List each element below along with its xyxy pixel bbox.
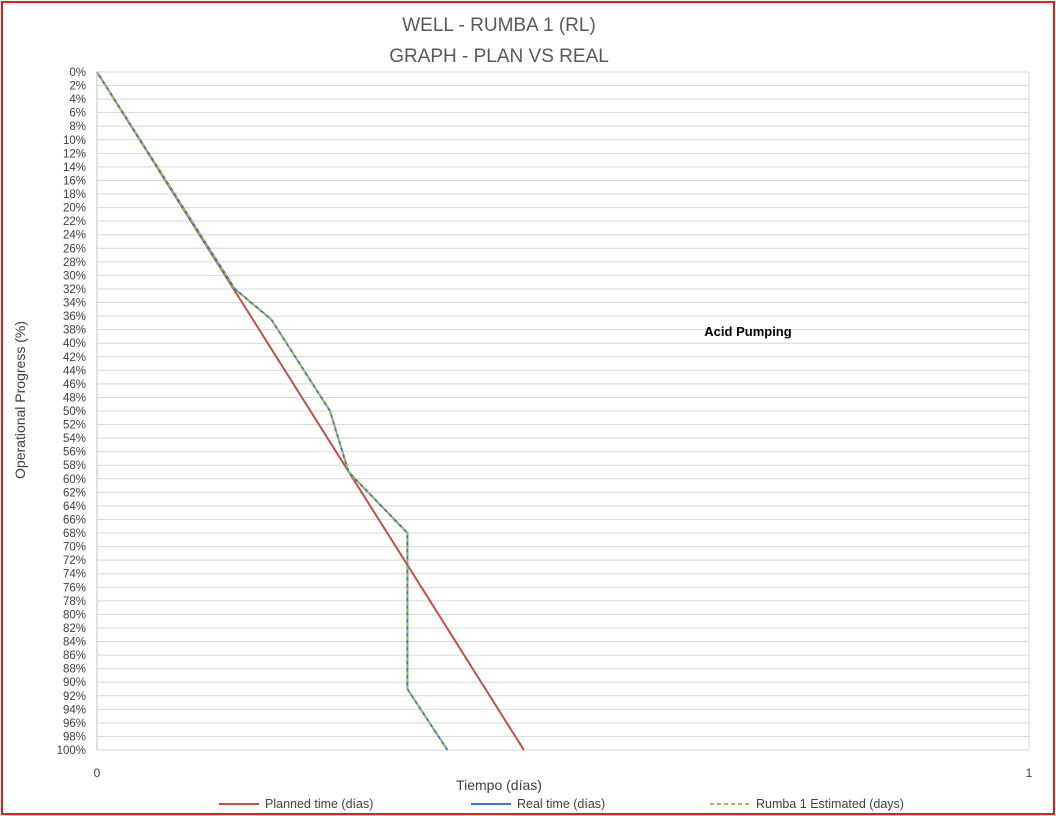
y-tick-label: 20% <box>63 203 86 215</box>
y-tick-label: 40% <box>63 338 86 350</box>
y-tick-label: 68% <box>63 528 86 540</box>
y-tick-label: 8% <box>69 121 86 133</box>
legend: Planned time (días) Real time (días) Rum… <box>219 797 904 811</box>
plot-area: 0% 2%4% 6%8% 10%12% 14%16% 18% 20%22% 24%26% 28%… <box>57 67 1033 780</box>
y-tick-label: 44% <box>63 365 86 377</box>
y-tick-label: 98% <box>63 731 86 743</box>
y-tick-label: 42% <box>63 352 86 364</box>
x-tick-label: 1 <box>1026 766 1033 780</box>
x-tick-label: 0 <box>94 766 101 780</box>
y-tick-label: 26% <box>63 243 86 255</box>
annotation-acid-pumping: Acid Pumping <box>704 324 791 339</box>
y-tick-label: 60% <box>63 474 86 486</box>
y-tick-label: 70% <box>63 542 86 554</box>
y-tick-label: 34% <box>63 298 86 310</box>
y-tick-label: 48% <box>63 392 86 404</box>
y-tick-label: 88% <box>63 664 86 676</box>
chart-title: WELL - RUMBA 1 (RL) <box>402 15 596 36</box>
legend-item-real: Real time (días) <box>471 797 605 811</box>
y-tick-label: 56% <box>63 447 86 459</box>
y-tick-label: 14% <box>63 162 86 174</box>
y-tick-label: 62% <box>63 487 86 499</box>
y-tick-label: 12% <box>63 148 86 160</box>
y-tick-label: 38% <box>63 325 86 337</box>
legend-label-planned: Planned time (días) <box>265 797 373 811</box>
y-axis-label: Operational Progress (%) <box>12 321 28 479</box>
legend-item-planned: Planned time (días) <box>219 797 373 811</box>
legend-item-estimated: Rumba 1 Estimated (days) <box>710 797 904 811</box>
y-tick-label: 6% <box>69 108 86 120</box>
y-tick-label: 46% <box>63 379 86 391</box>
x-axis-label: Tiempo (días) <box>456 777 542 793</box>
legend-label-real: Real time (días) <box>517 797 605 811</box>
y-tick-label: 78% <box>63 596 86 608</box>
y-tick-label: 2% <box>69 81 86 93</box>
y-tick-label: 90% <box>63 677 86 689</box>
y-tick-label: 22% <box>63 216 86 228</box>
y-tick-label: 100% <box>57 745 86 757</box>
y-tick-label: 50% <box>63 406 86 418</box>
y-tick-label: 30% <box>63 270 86 282</box>
series-layer <box>96 71 525 751</box>
y-tick-label: 74% <box>63 569 86 581</box>
y-tick-label: 92% <box>63 691 86 703</box>
y-tick-label: 64% <box>63 501 86 513</box>
y-tick-label: 18% <box>63 189 86 201</box>
chart-subtitle: GRAPH - PLAN VS REAL <box>389 46 609 67</box>
y-tick-label: 82% <box>63 623 86 635</box>
y-tick-label: 32% <box>63 284 86 296</box>
y-tick-label: 96% <box>63 718 86 730</box>
y-tick-label: 0% <box>69 67 86 79</box>
gridlines <box>96 71 1030 751</box>
y-tick-label: 36% <box>63 311 86 323</box>
y-tick-label: 86% <box>63 650 86 662</box>
y-tick-label: 28% <box>63 257 86 269</box>
y-tick-label: 76% <box>63 582 86 594</box>
y-tick-label: 80% <box>63 609 86 621</box>
y-tick-label: 72% <box>63 555 86 567</box>
legend-label-estimated: Rumba 1 Estimated (days) <box>756 797 904 811</box>
y-tick-label: 16% <box>63 175 86 187</box>
y-tick-label: 10% <box>63 135 86 147</box>
y-tick-label: 52% <box>63 420 86 432</box>
series-real-line <box>96 71 449 751</box>
y-axis-ticks: 0% 2%4% 6%8% 10%12% 14%16% 18% 20%22% 24%26% 28%… <box>57 67 86 757</box>
y-tick-label: 84% <box>63 637 86 649</box>
y-tick-label: 4% <box>69 94 86 106</box>
y-tick-label: 58% <box>63 460 86 472</box>
y-tick-label: 54% <box>63 433 86 445</box>
y-tick-label: 24% <box>63 230 86 242</box>
y-tick-label: 94% <box>63 704 86 716</box>
y-tick-label: 66% <box>63 514 86 526</box>
